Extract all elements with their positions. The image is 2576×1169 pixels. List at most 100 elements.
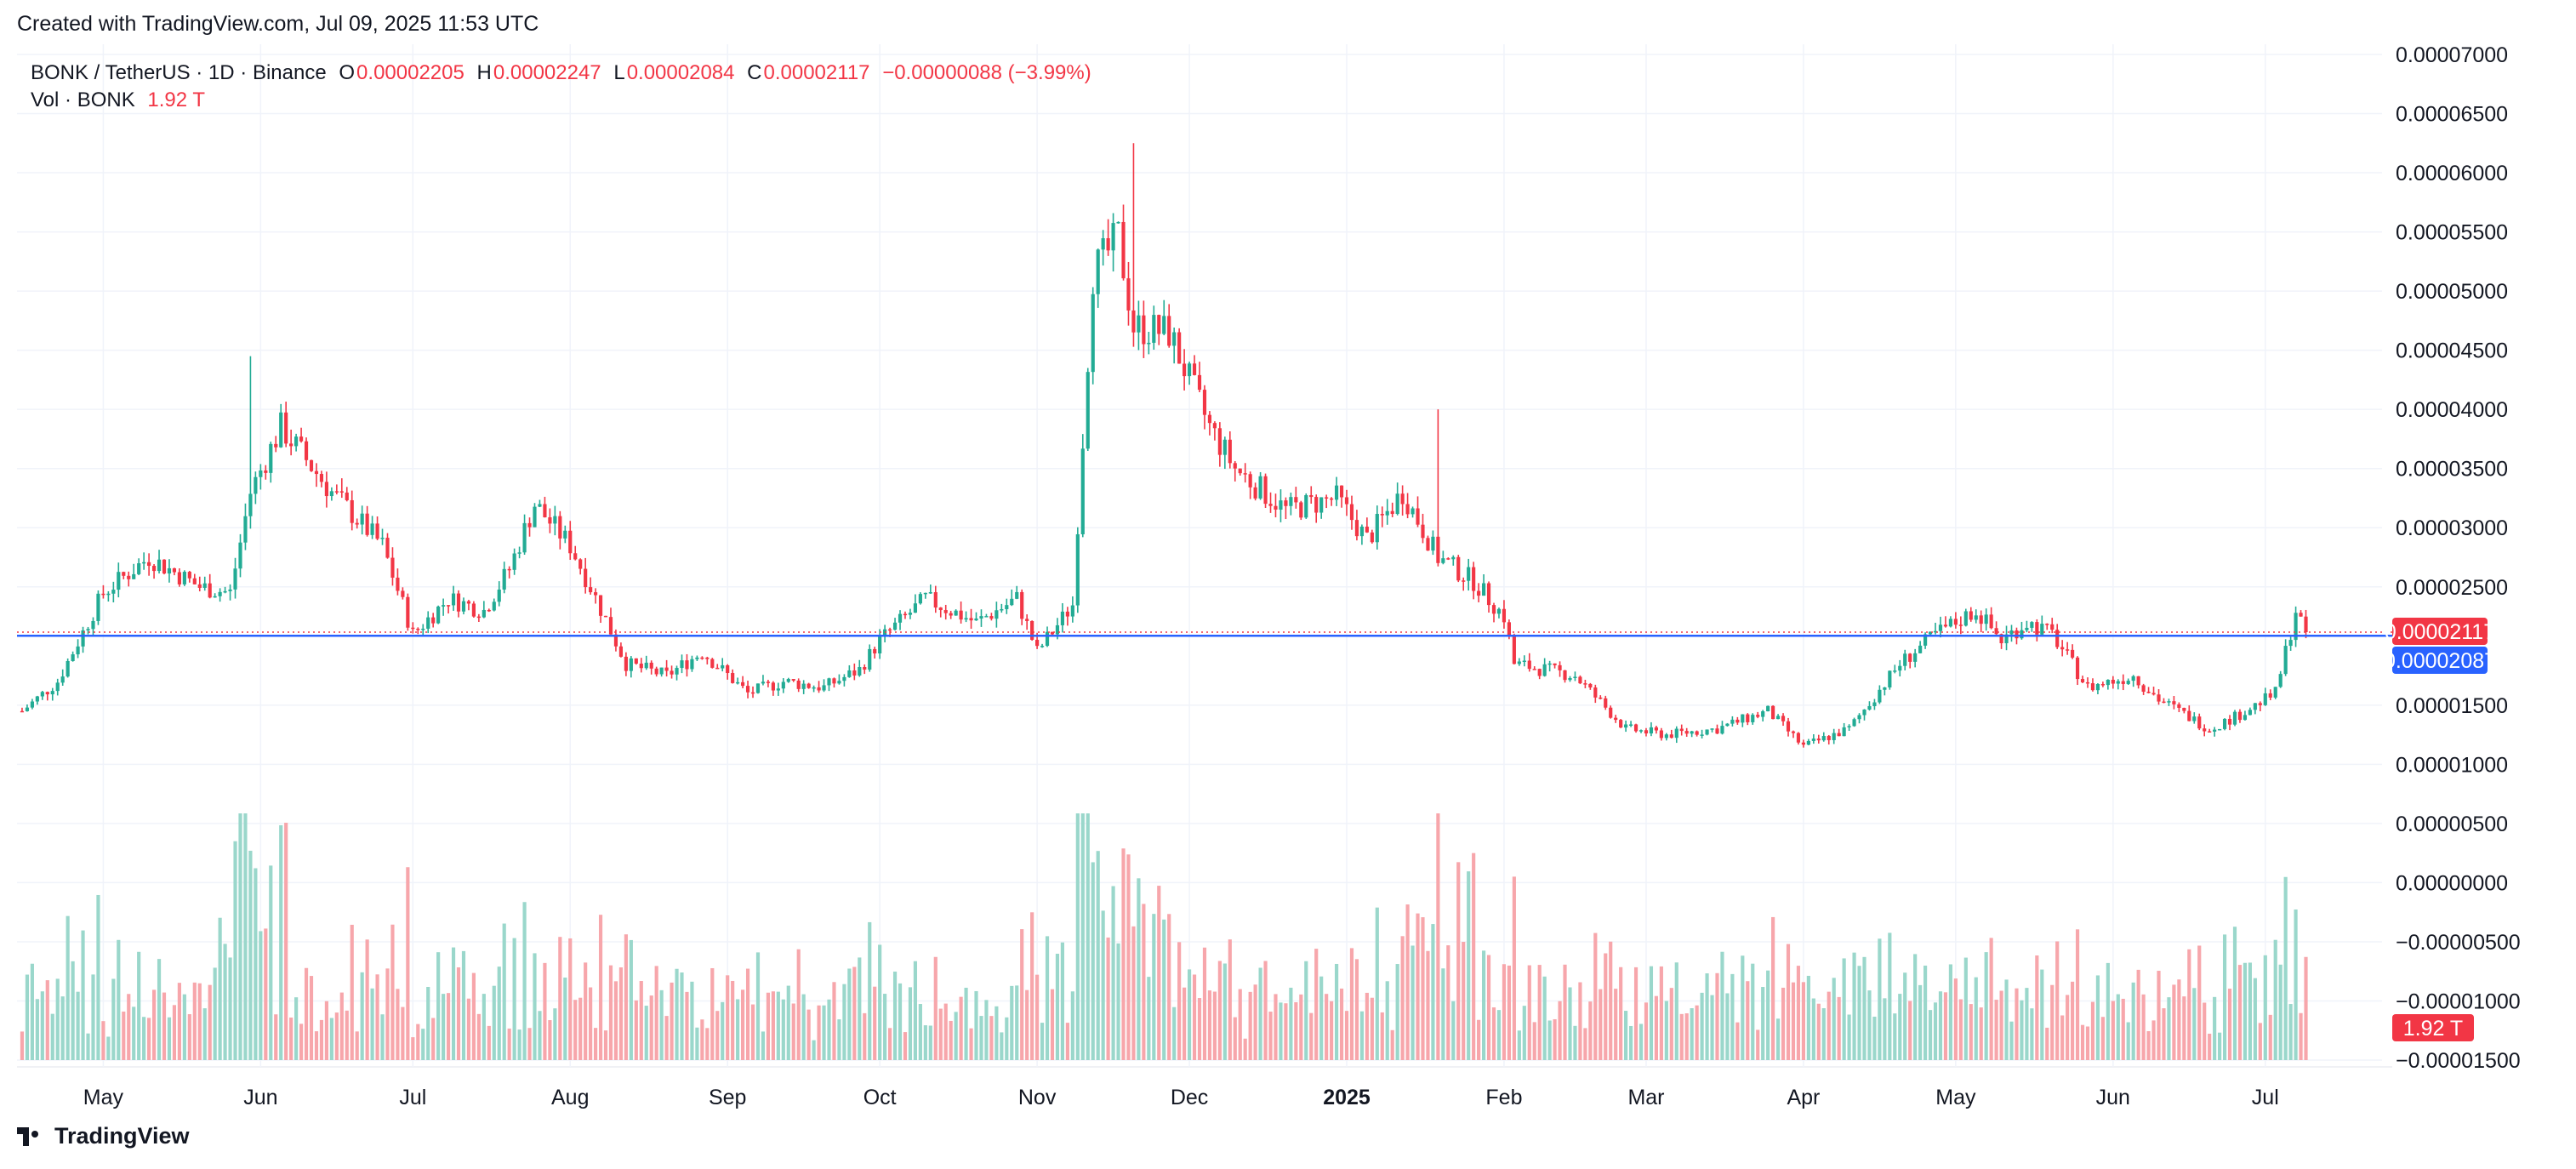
volume-bar [60,996,65,1060]
candle-body [1624,724,1628,728]
candle-body [1599,697,1603,699]
candle-body [1766,705,1770,712]
candle-body [1537,669,1542,676]
candle-body [842,676,846,681]
candle-body [401,590,405,597]
candle-body [1491,605,1496,614]
candle-body [2121,681,2125,684]
volume-bar [2085,1026,2090,1060]
volume-bar [492,985,496,1060]
volume-bar [639,981,643,1060]
volume-bar [1263,961,1268,1060]
horizontal-line[interactable] [17,631,2392,637]
candle-body [304,441,309,460]
volume-bar [101,1021,105,1060]
volume-bar [365,939,369,1060]
candle-body [2203,728,2207,732]
candle-body [1486,583,1491,606]
candle-body [710,659,715,668]
y-tick-label: 0.00000500 [2396,813,2508,836]
volume-bar [1212,991,1217,1060]
volume-bar [608,965,613,1060]
candle-body [847,670,852,677]
volume-bar [187,1014,191,1060]
time-axis[interactable]: May Jun Jul Aug Sep Oct Nov Dec 2025 Feb Mar Apr May… [83,1086,2279,1109]
candle-body [933,592,938,608]
candle-body [1989,614,1993,629]
volume-bar [1852,952,1856,1060]
volume-bar [801,994,806,1060]
volume-bar [1426,950,1430,1060]
volume-bar [1248,991,1252,1060]
candle-body [1202,390,1207,415]
last-price-tag: 0.00002117 [2385,620,2495,644]
brand-footer[interactable]: TradingView [17,1123,190,1149]
volume-bar [2060,1015,2065,1060]
x-tick-label: Jun [2096,1086,2130,1109]
candle-body [1441,558,1445,563]
volume-bar [837,1019,841,1060]
volume-bar [1162,919,1166,1060]
candle-body [755,683,761,693]
candle-body [984,616,989,618]
candle-body [527,522,532,527]
tradingview-logo-icon [17,1126,48,1148]
volume-bar [624,934,628,1060]
candle-body [309,459,314,471]
candle-body [1644,730,1649,734]
last-price-tag-bg [2392,618,2488,645]
candle-body [416,628,420,630]
volume-bar [2131,982,2135,1060]
volume-bar [1050,989,1055,1060]
candle-body [442,605,446,607]
volume-bar [2025,988,2029,1060]
volume-bar [898,983,903,1060]
candle-body [1918,645,1923,653]
volume-bar [2227,989,2232,1060]
candle-body [1862,709,1866,716]
volume-bar [1253,984,1257,1060]
y-tick-label: 0.00002500 [2396,576,2508,600]
volume-bar [822,1005,826,1060]
candle-body [1395,493,1399,515]
volume-bar [2294,909,2298,1060]
volume-bar [1558,1001,1562,1060]
candle-body [1167,316,1171,346]
price-axis[interactable]: 0.00007000 0.00006500 0.00006000 0.00005500… [2396,44,2521,1073]
volume-bar [847,968,852,1060]
volume-bar [1000,1032,1004,1060]
chart-canvas[interactable]: 0.00007000 0.00006500 0.00006000 0.00005500… [0,44,2576,1116]
candle-body [1477,590,1481,596]
volume-bar [741,989,745,1060]
brand-name: TradingView [54,1123,190,1149]
volume-label[interactable]: Vol · BONK [31,88,135,111]
volume-bar [2268,1014,2272,1060]
volume-bar [355,1031,359,1060]
volume-bar [527,1028,532,1060]
volume-bar [106,1036,111,1060]
candle-body [2288,640,2293,647]
candle-body [289,443,294,447]
candle-body [1507,622,1511,636]
candle-body [1903,653,1907,666]
change-value: −0.00000088 (−3.99%) [882,61,1091,84]
candle-body [2040,624,2044,635]
candle-body [1786,721,1791,732]
candle-body [695,657,699,659]
candle-body [1086,372,1090,449]
candle-body [370,523,374,535]
grid-lines [17,44,2392,1068]
candle-body [852,670,857,676]
volume-tag-bg [2392,1014,2474,1041]
volume-bar [1908,1001,1912,1060]
volume-bar [1710,995,1714,1060]
volume-bar [644,1006,648,1060]
volume-bar [162,992,167,1060]
volume-bar [1451,1001,1456,1060]
candle-body [2304,616,2308,633]
volume-bar [1070,991,1074,1060]
volume-bar [1593,932,1598,1060]
candle-body [2116,681,2120,684]
symbol-title[interactable]: BONK / TetherUS · 1D · Binance [31,61,327,84]
volume-bar [1953,978,1958,1060]
